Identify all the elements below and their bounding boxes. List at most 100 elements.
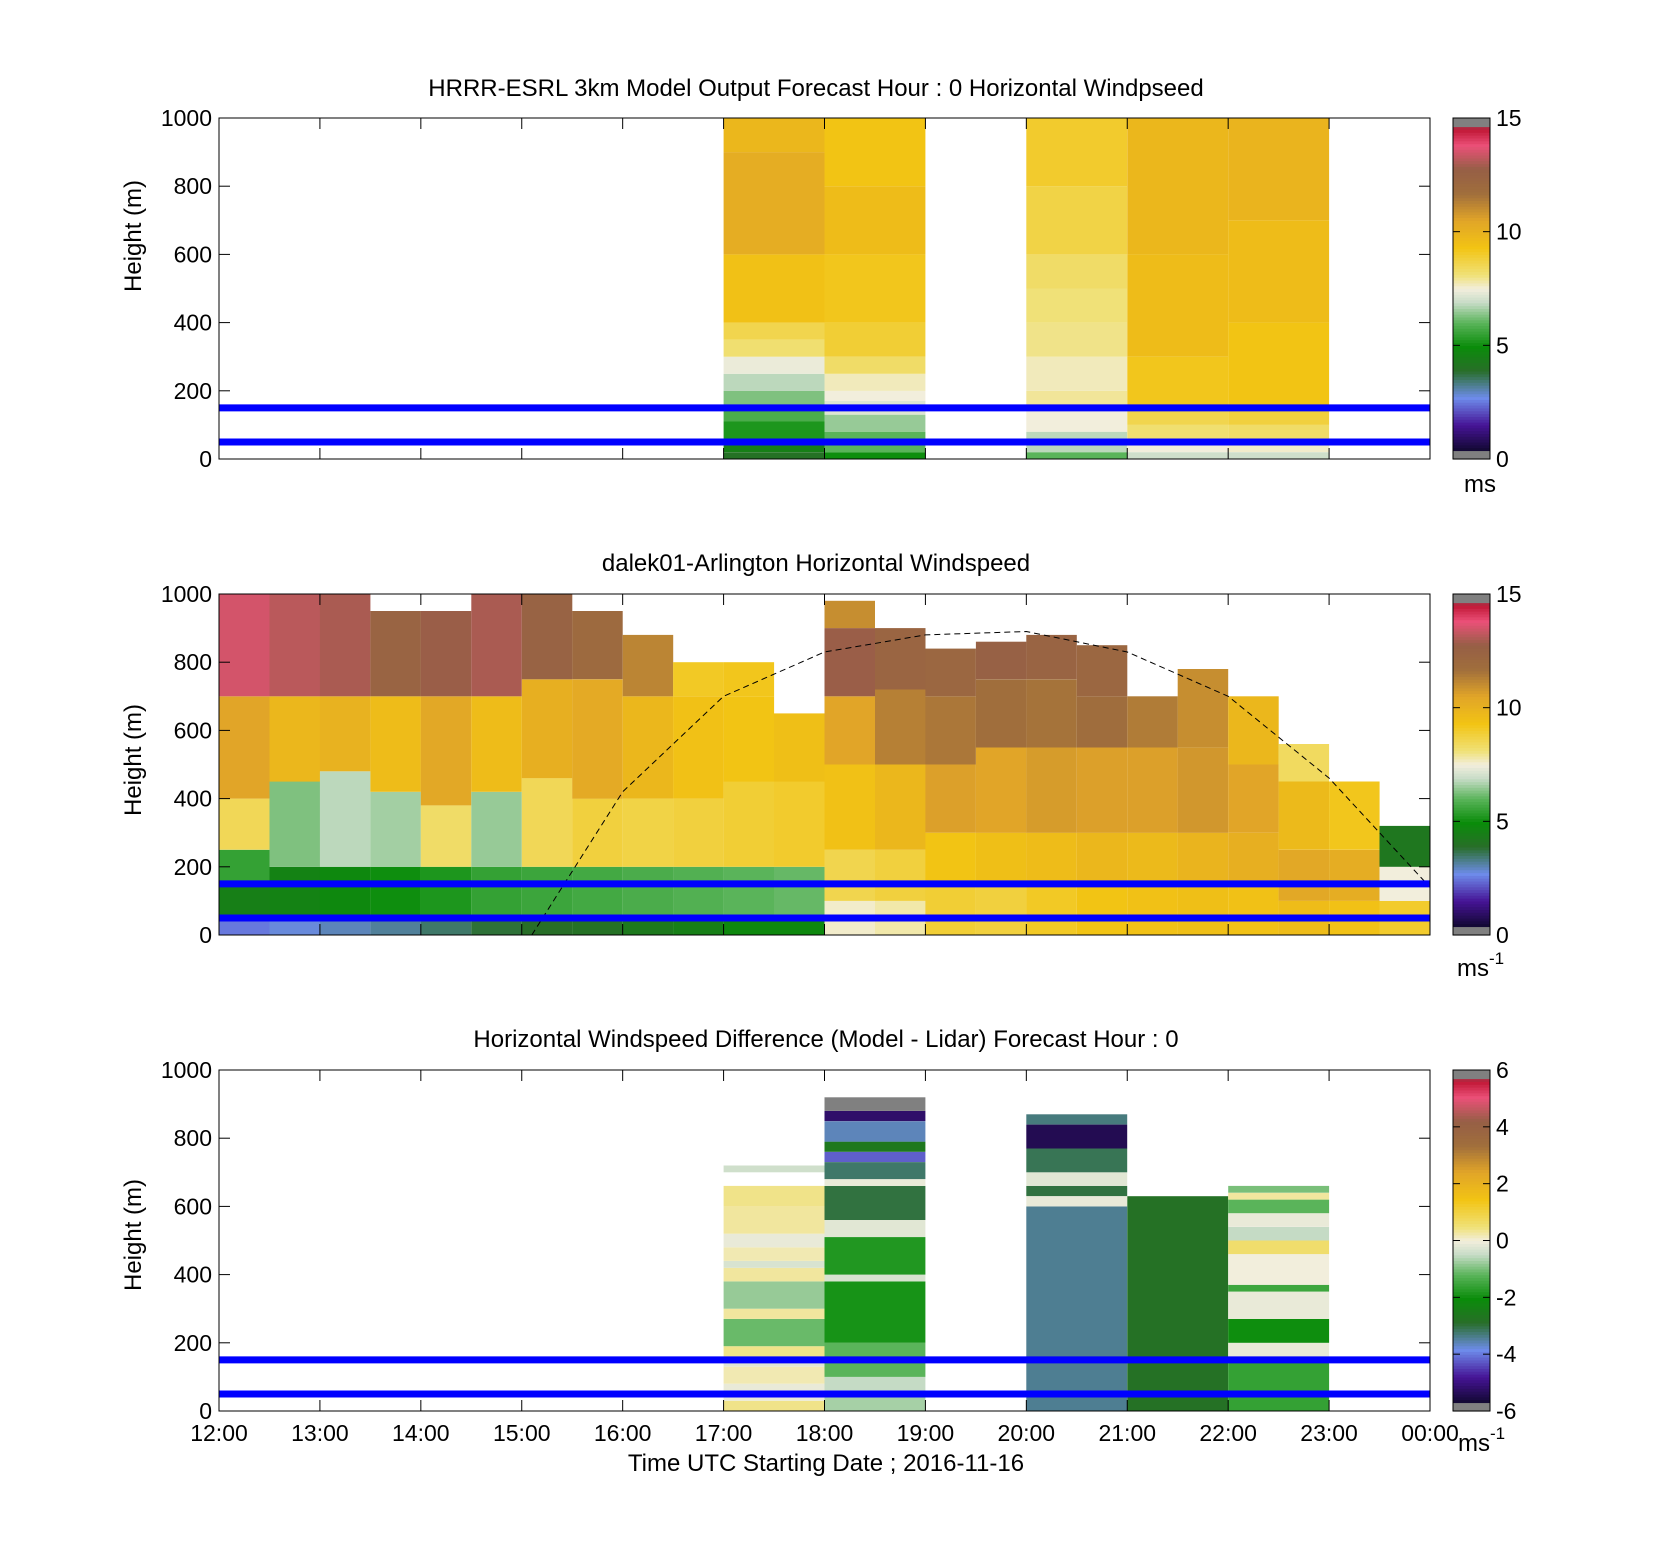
colorbar-segment bbox=[1453, 1081, 1490, 1085]
colorbar-segment bbox=[1453, 736, 1490, 740]
colorbar-segment bbox=[1453, 126, 1490, 130]
heatmap-cell bbox=[572, 866, 623, 918]
heatmap-cell bbox=[723, 452, 825, 459]
colorbar-segment bbox=[1453, 684, 1490, 689]
heatmap-cell bbox=[319, 866, 371, 918]
heatmap-cell bbox=[723, 356, 825, 374]
heatmap-cell bbox=[723, 1318, 825, 1347]
colorbar-segment bbox=[1453, 929, 1490, 933]
heatmap-cell bbox=[1177, 832, 1229, 884]
colorbar-segment bbox=[1453, 594, 1490, 598]
colorbar-segment bbox=[1453, 146, 1490, 150]
colorbar-segment bbox=[1453, 738, 1490, 743]
heatmap-cell bbox=[1228, 1185, 1330, 1193]
colorbar-segment bbox=[1453, 844, 1490, 848]
colorbar-segment bbox=[1453, 1135, 1490, 1139]
heatmap-cell bbox=[673, 918, 724, 935]
colorbar-segment bbox=[1453, 262, 1490, 267]
colorbar-segment bbox=[1453, 875, 1490, 879]
colorbar-frame bbox=[1452, 117, 1491, 460]
colorbar-segment bbox=[1453, 1229, 1490, 1233]
colorbar-segment bbox=[1453, 903, 1490, 908]
heatmap-cell bbox=[1127, 747, 1178, 833]
colorbar-segment bbox=[1453, 393, 1490, 398]
heatmap-cell bbox=[1228, 452, 1330, 459]
colorbar-segment bbox=[1453, 619, 1490, 624]
colorbar-segment bbox=[1453, 1172, 1490, 1176]
colorbar-segment bbox=[1453, 636, 1490, 641]
colorbar-segment bbox=[1453, 419, 1490, 423]
dashed-curve-line bbox=[531, 630, 1431, 936]
colorbar-segment bbox=[1453, 120, 1490, 125]
colorbar-segment bbox=[1453, 1189, 1490, 1193]
heatmap-cell bbox=[219, 594, 270, 697]
ytick-label: 400 bbox=[174, 1262, 212, 1288]
ytick-label: 800 bbox=[174, 173, 212, 199]
colorbar-segment bbox=[1453, 682, 1490, 686]
heatmap-cell bbox=[521, 778, 573, 867]
colorbar-tick-label: 5 bbox=[1496, 332, 1509, 358]
heatmap-cell bbox=[824, 322, 926, 357]
colorbar-tick-label: 15 bbox=[1496, 581, 1522, 607]
heatmap-cell bbox=[370, 791, 421, 867]
panel-model-title: HRRR-ESRL 3km Model Output Forecast Hour… bbox=[428, 75, 1203, 102]
heatmap-cell bbox=[1076, 747, 1128, 833]
heatmap-cell bbox=[1026, 1148, 1128, 1173]
ytick-label: 600 bbox=[174, 717, 212, 743]
panel-difference-ylabel: Height (m) bbox=[120, 1179, 147, 1291]
colorbar-segment bbox=[1453, 416, 1490, 420]
xtick-label: 00:00 bbox=[1401, 1420, 1459, 1446]
colorbar-segment bbox=[1453, 898, 1490, 902]
heatmap-cell bbox=[723, 1346, 825, 1357]
heatmap-cell bbox=[1177, 883, 1229, 935]
colorbar-segment bbox=[1453, 1291, 1490, 1296]
heatmap-cell bbox=[1127, 254, 1229, 357]
heatmap-cell bbox=[824, 764, 875, 850]
ytick-label: 400 bbox=[174, 786, 212, 812]
colorbar-segment bbox=[1453, 234, 1490, 238]
heatmap-cell bbox=[723, 1400, 825, 1411]
heatmap-cell bbox=[824, 254, 926, 323]
xtick-label: 15:00 bbox=[493, 1420, 551, 1446]
ytick-label: 0 bbox=[199, 446, 212, 472]
colorbar-segment bbox=[1453, 237, 1490, 241]
panel-model-colorbar-ticks: 0 5 10 15 bbox=[1453, 105, 1522, 472]
colorbar-tick-label: 15 bbox=[1496, 105, 1522, 131]
colorbar-segment bbox=[1453, 251, 1490, 255]
heatmap-cell bbox=[219, 696, 270, 799]
colorbar-segment bbox=[1453, 1101, 1490, 1105]
heatmap-cell bbox=[824, 628, 875, 697]
heatmap-cell bbox=[723, 1267, 825, 1282]
colorbar-segment bbox=[1453, 1146, 1490, 1151]
colorbar-segment bbox=[1453, 1087, 1490, 1091]
colorbar-segment bbox=[1453, 368, 1490, 372]
panel-model-colorbar-unit: ms bbox=[1464, 471, 1496, 498]
colorbar-segment bbox=[1453, 835, 1490, 839]
colorbar-segment bbox=[1453, 781, 1490, 785]
heatmap-cell bbox=[1278, 781, 1330, 850]
heatmap-cell bbox=[1228, 1359, 1330, 1411]
colorbar-segment bbox=[1453, 1263, 1490, 1267]
colorbar-segment bbox=[1453, 852, 1490, 857]
heatmap-cell bbox=[875, 849, 926, 901]
colorbar-segment bbox=[1453, 608, 1490, 612]
panel-lidar-title: dalek01-Arlington Horizontal Windspeed bbox=[602, 550, 1030, 577]
heatmap-cell bbox=[824, 1097, 926, 1111]
heatmap-cell bbox=[1228, 118, 1330, 221]
heatmap-cell bbox=[1329, 781, 1380, 850]
heatmap-cell bbox=[824, 414, 926, 432]
heatmap-cell bbox=[1026, 747, 1077, 833]
colorbar-segment bbox=[1453, 912, 1490, 916]
colorbar-segment bbox=[1453, 1149, 1490, 1154]
colorbar-segment bbox=[1453, 1126, 1490, 1131]
heatmap-cell bbox=[1228, 1213, 1330, 1227]
colorbar-segment bbox=[1453, 1297, 1490, 1301]
colorbar-segment bbox=[1453, 132, 1490, 136]
colorbar-segment bbox=[1453, 1266, 1490, 1270]
heatmap-cell bbox=[723, 1281, 825, 1309]
colorbar-segment bbox=[1453, 362, 1490, 366]
heatmap-cell bbox=[925, 764, 976, 833]
colorbar-segment bbox=[1453, 197, 1490, 202]
heatmap-cell bbox=[471, 918, 522, 935]
colorbar-segment bbox=[1453, 900, 1490, 905]
